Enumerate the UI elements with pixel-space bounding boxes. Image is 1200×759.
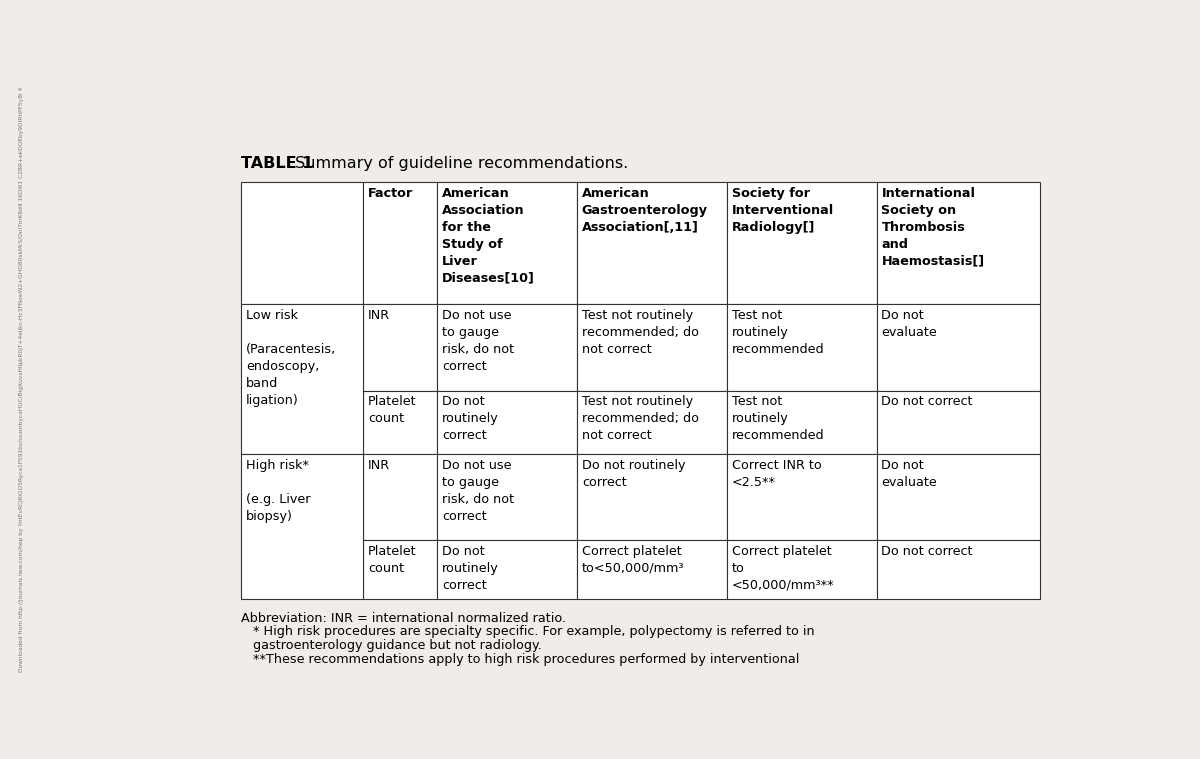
Bar xyxy=(727,391,877,454)
Text: Do not correct: Do not correct xyxy=(882,395,973,408)
Text: Society for
Interventional
Radiology[]: Society for Interventional Radiology[] xyxy=(732,187,834,234)
Text: Correct INR to
<2.5**: Correct INR to <2.5** xyxy=(732,458,821,489)
Bar xyxy=(241,454,364,600)
Text: Factor: Factor xyxy=(368,187,413,200)
Bar xyxy=(364,454,437,540)
Text: Platelet
count: Platelet count xyxy=(368,545,416,575)
Text: Test not
routinely
recommended: Test not routinely recommended xyxy=(732,309,824,356)
Text: Do not routinely
correct: Do not routinely correct xyxy=(582,458,685,489)
Text: Do not correct: Do not correct xyxy=(882,545,973,558)
Bar xyxy=(437,182,577,304)
Text: Test not
routinely
recommended: Test not routinely recommended xyxy=(732,395,824,442)
Bar xyxy=(727,454,877,540)
Bar xyxy=(727,182,877,304)
Text: American
Association
for the
Study of
Liver
Diseases[10]: American Association for the Study of Li… xyxy=(442,187,535,285)
Text: Do not use
to gauge
risk, do not
correct: Do not use to gauge risk, do not correct xyxy=(442,458,514,522)
Text: Do not
routinely
correct: Do not routinely correct xyxy=(442,395,499,442)
Bar xyxy=(241,304,364,454)
Text: Downloaded from http://journals.lww.com/hep by YntEvRCJ6iGO5Ryca1FS91bz/ssambyca: Downloaded from http://journals.lww.com/… xyxy=(19,87,24,672)
Text: gastroenterology guidance but not radiology.: gastroenterology guidance but not radiol… xyxy=(241,639,542,652)
Bar xyxy=(241,182,364,304)
Text: Test not routinely
recommended; do
not correct: Test not routinely recommended; do not c… xyxy=(582,309,698,356)
Text: Abbreviation: INR = international normalized ratio.: Abbreviation: INR = international normal… xyxy=(241,612,566,625)
Text: * High risk procedures are specialty specific. For example, polypectomy is refer: * High risk procedures are specialty spe… xyxy=(241,625,815,638)
Text: High risk*

(e.g. Liver
biopsy): High risk* (e.g. Liver biopsy) xyxy=(246,458,311,522)
Text: Do not
evaluate: Do not evaluate xyxy=(882,458,937,489)
Bar xyxy=(877,391,1039,454)
Bar xyxy=(577,304,727,391)
Bar xyxy=(727,304,877,391)
Text: Platelet
count: Platelet count xyxy=(368,395,416,425)
Bar xyxy=(364,304,437,391)
Text: Correct platelet
to
<50,000/mm³**: Correct platelet to <50,000/mm³** xyxy=(732,545,834,592)
Text: Low risk

(Paracentesis,
endoscopy,
band
ligation): Low risk (Paracentesis, endoscopy, band … xyxy=(246,309,336,407)
Text: Test not routinely
recommended; do
not correct: Test not routinely recommended; do not c… xyxy=(582,395,698,442)
Bar xyxy=(364,182,437,304)
Text: INR: INR xyxy=(368,309,390,322)
Bar xyxy=(437,540,577,600)
Bar xyxy=(877,304,1039,391)
Bar xyxy=(437,454,577,540)
Bar xyxy=(877,182,1039,304)
Text: INR: INR xyxy=(368,458,390,471)
Bar xyxy=(577,454,727,540)
Text: DRAFT: DRAFT xyxy=(523,310,931,594)
Text: Do not use
to gauge
risk, do not
correct: Do not use to gauge risk, do not correct xyxy=(442,309,514,373)
Text: **These recommendations apply to high risk procedures performed by interventiona: **These recommendations apply to high ri… xyxy=(241,653,800,666)
Text: TABLE 1: TABLE 1 xyxy=(241,156,314,172)
Text: Summary of guideline recommendations.: Summary of guideline recommendations. xyxy=(289,156,628,172)
Bar xyxy=(437,391,577,454)
Bar xyxy=(877,540,1039,600)
Text: Do not
routinely
correct: Do not routinely correct xyxy=(442,545,499,592)
Bar xyxy=(577,391,727,454)
Text: International
Society on
Thrombosis
and
Haemostasis[]: International Society on Thrombosis and … xyxy=(882,187,984,268)
Bar xyxy=(577,540,727,600)
Text: Do not
evaluate: Do not evaluate xyxy=(882,309,937,339)
Bar xyxy=(364,540,437,600)
Bar xyxy=(364,391,437,454)
Bar xyxy=(437,304,577,391)
Bar xyxy=(577,182,727,304)
Bar xyxy=(877,454,1039,540)
Bar xyxy=(727,540,877,600)
Text: Correct platelet
to<50,000/mm³: Correct platelet to<50,000/mm³ xyxy=(582,545,684,575)
Text: American
Gastroenterology
Association[,11]: American Gastroenterology Association[,1… xyxy=(582,187,708,234)
